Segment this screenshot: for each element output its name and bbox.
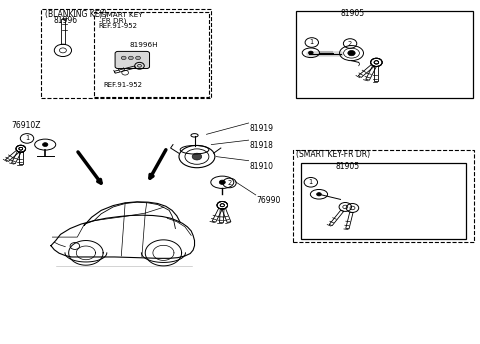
- Text: REF.91-952: REF.91-952: [99, 23, 138, 29]
- Circle shape: [121, 56, 126, 60]
- Text: 81910: 81910: [250, 162, 274, 171]
- Text: 81996: 81996: [53, 16, 77, 25]
- Text: 1: 1: [309, 179, 313, 185]
- Circle shape: [192, 153, 202, 160]
- Text: 81919: 81919: [250, 124, 274, 133]
- Circle shape: [309, 51, 313, 54]
- Text: 2: 2: [228, 180, 231, 186]
- Text: 81996H: 81996H: [130, 42, 158, 48]
- Text: 76990: 76990: [257, 196, 281, 205]
- Text: (SMART KEY: (SMART KEY: [99, 12, 143, 18]
- Text: 76910Z: 76910Z: [11, 121, 41, 130]
- Text: 2: 2: [348, 41, 352, 46]
- Text: 1: 1: [310, 40, 314, 45]
- Bar: [301, 163, 467, 239]
- Text: 81905: 81905: [336, 162, 360, 171]
- Bar: [293, 150, 474, 242]
- Text: -FR DR): -FR DR): [99, 17, 126, 24]
- Circle shape: [136, 56, 141, 60]
- Text: 81918: 81918: [250, 141, 274, 150]
- Circle shape: [219, 180, 225, 184]
- Circle shape: [317, 193, 321, 196]
- FancyBboxPatch shape: [115, 51, 150, 68]
- Bar: [94, 12, 209, 97]
- Text: 1: 1: [25, 136, 29, 141]
- Circle shape: [348, 51, 355, 56]
- Circle shape: [129, 56, 133, 60]
- Circle shape: [43, 143, 48, 147]
- Text: 81905: 81905: [340, 9, 365, 18]
- Text: (BLANKING KEY): (BLANKING KEY): [45, 10, 108, 19]
- Bar: [41, 9, 211, 98]
- Text: REF.91-952: REF.91-952: [104, 82, 143, 88]
- Text: (SMART KEY-FR DR): (SMART KEY-FR DR): [297, 150, 371, 159]
- Bar: [297, 11, 473, 98]
